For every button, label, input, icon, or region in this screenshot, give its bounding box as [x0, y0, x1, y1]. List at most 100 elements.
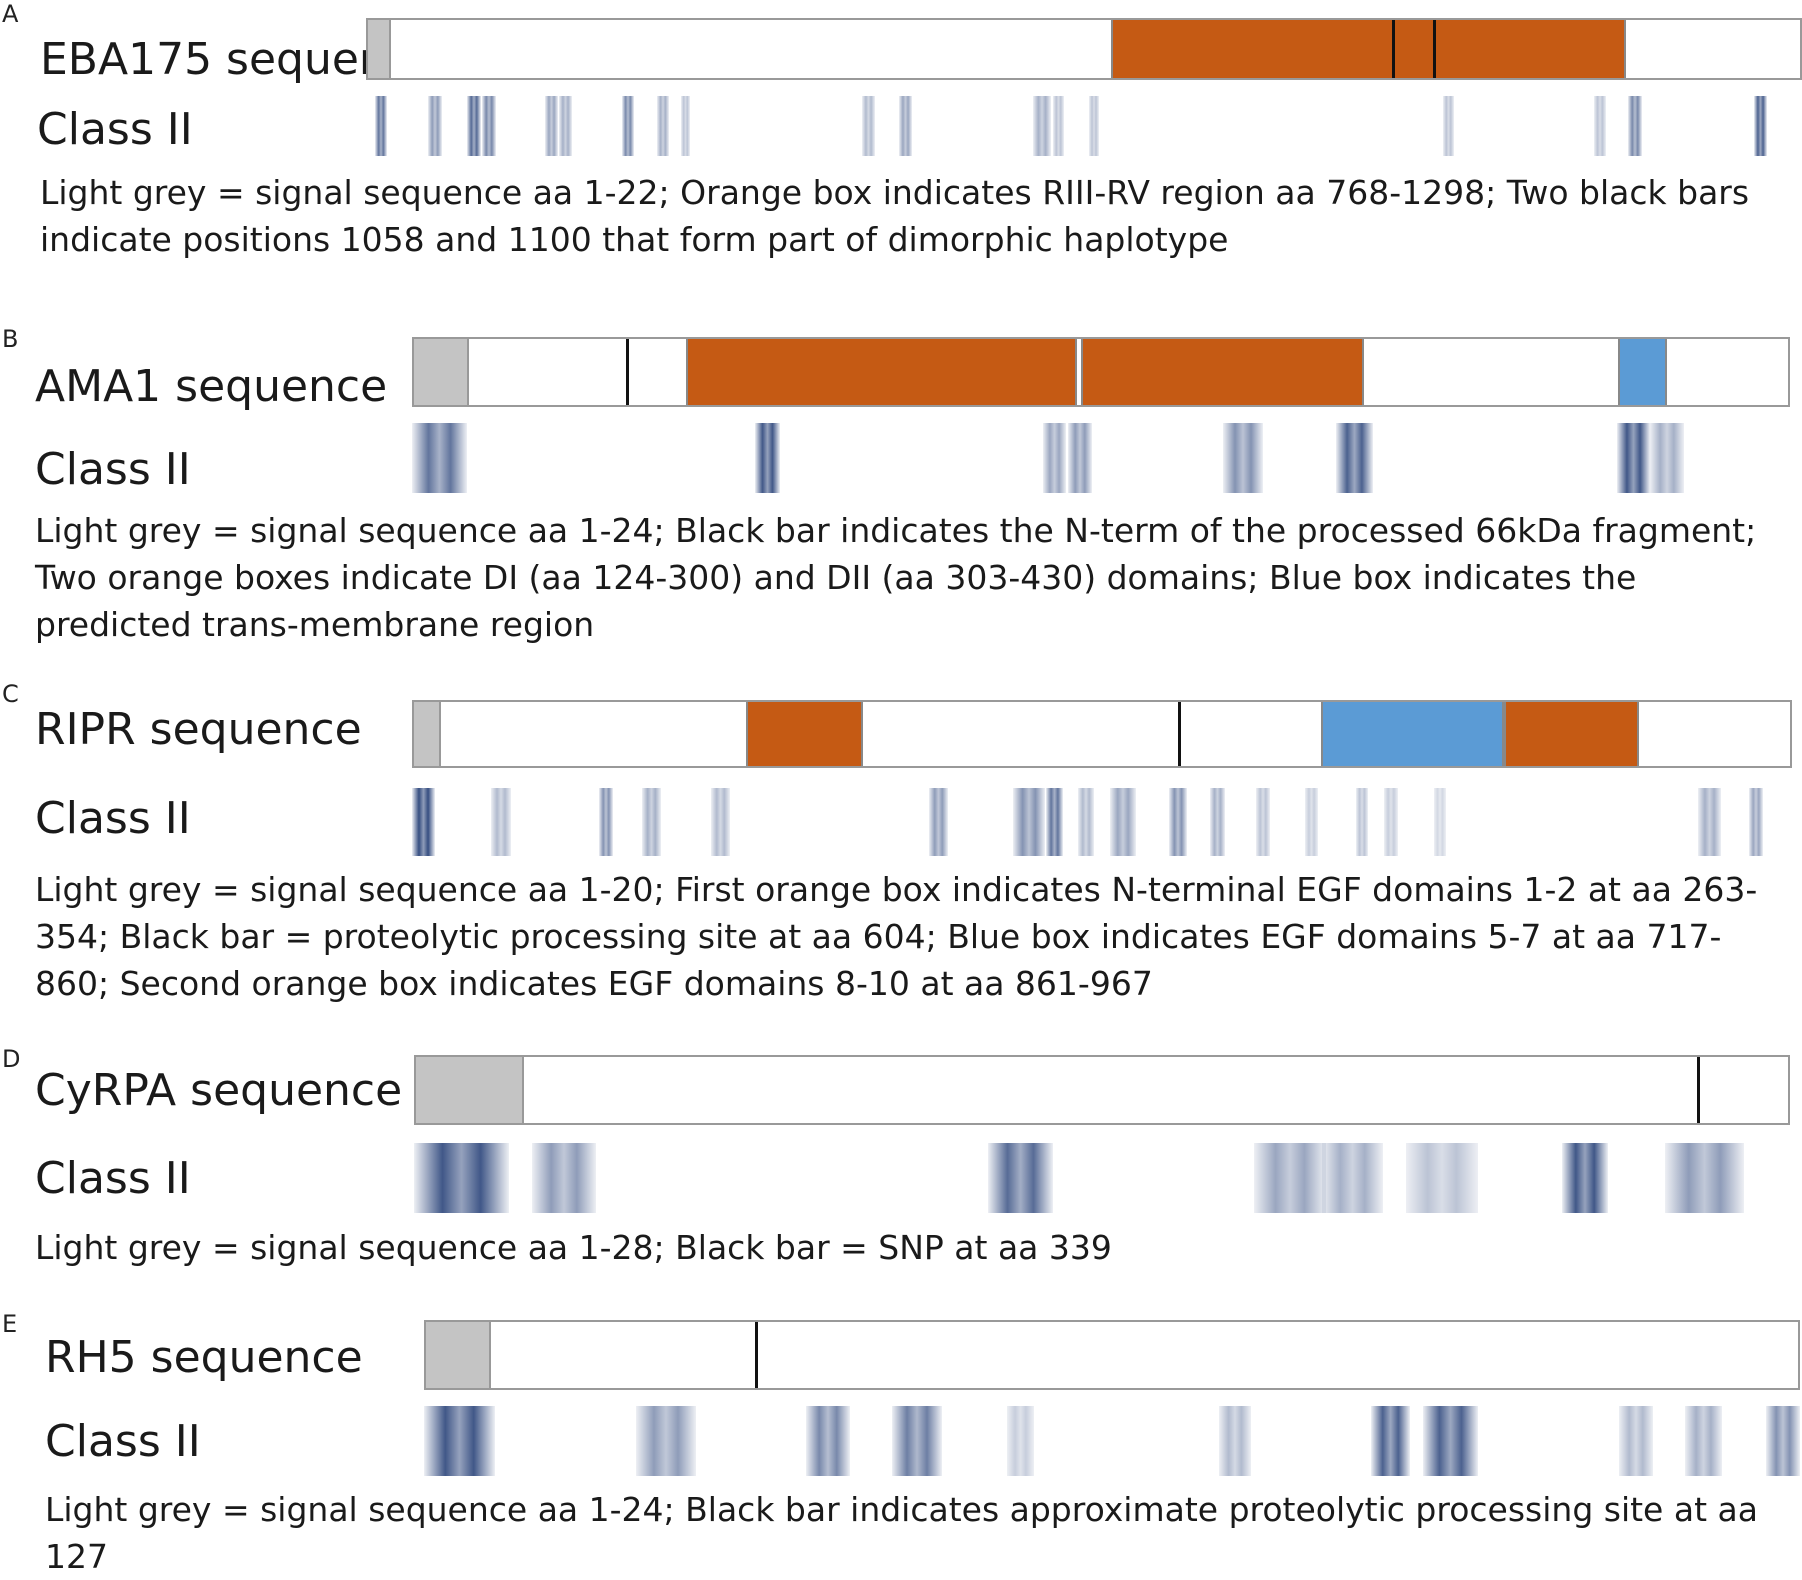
class-ii-epitope-strip [366, 96, 1802, 156]
panel-caption: Light grey = signal sequence aa 1-24; Bl… [35, 511, 1757, 644]
class-ii-epitope-band [1033, 96, 1051, 156]
class-ii-epitope-band [412, 788, 435, 856]
class-ii-epitope-band [424, 1406, 495, 1476]
black-bar-marker [626, 339, 630, 405]
class-ii-label: Class II [35, 444, 191, 495]
class-ii-epitope-band [1561, 1143, 1608, 1213]
class-ii-epitope-band [635, 1406, 697, 1476]
black-bar-marker [754, 1322, 758, 1388]
class-ii-epitope-band [1370, 1406, 1411, 1476]
class-ii-epitope-band [892, 1406, 942, 1476]
black-bar-marker [1178, 702, 1182, 766]
class-ii-epitope-band [1617, 423, 1651, 493]
class-ii-epitope-band [412, 423, 468, 493]
panel-caption: Light grey = signal sequence aa 1-20; Fi… [35, 870, 1758, 1003]
panel-label: C [2, 680, 19, 708]
class-ii-epitope-band [414, 1143, 510, 1213]
panel-label: B [2, 325, 19, 353]
class-ii-epitope-band [1356, 788, 1368, 856]
class-ii-epitope-band [1007, 1406, 1034, 1476]
class-ii-epitope-strip [414, 1143, 1790, 1213]
class-ii-epitope-band [710, 788, 730, 856]
black-bar-marker [1432, 20, 1436, 78]
orange-region-box [1081, 339, 1364, 405]
sequence-bar [412, 337, 1790, 407]
panel-caption: Light grey = signal sequence aa 1-28; Bl… [35, 1228, 1112, 1267]
class-ii-label: Class II [37, 104, 193, 155]
panel-caption: Light grey = signal sequence aa 1-24; Bl… [45, 1490, 1758, 1576]
class-ii-epitope-band [805, 1406, 851, 1476]
class-ii-epitope-band [1684, 1406, 1722, 1476]
class-ii-epitope-band [598, 788, 613, 856]
panel-label: A [2, 0, 19, 28]
class-ii-epitope-band [1169, 788, 1188, 856]
sequence-title: CyRPA sequence [35, 1065, 403, 1116]
signal-sequence-region [416, 1057, 525, 1123]
orange-region-box [1111, 20, 1626, 78]
class-ii-epitope-band [1046, 788, 1063, 856]
class-ii-epitope-band [1433, 788, 1447, 856]
class-ii-epitope-strip [412, 788, 1792, 856]
sequence-bar [414, 1055, 1790, 1125]
class-ii-epitope-band [1406, 1143, 1479, 1213]
class-ii-epitope-band [755, 423, 780, 493]
panel-a: A EBA175 sequence Class II Light grey = … [0, 0, 1802, 290]
class-ii-epitope-band [1619, 1406, 1654, 1476]
class-ii-epitope-band [1423, 1406, 1479, 1476]
class-ii-epitope-band [490, 788, 512, 856]
class-ii-epitope-band [929, 788, 949, 856]
class-ii-epitope-band [1052, 96, 1064, 156]
blue-region-box [1321, 702, 1504, 766]
class-ii-epitope-band [1748, 788, 1763, 856]
class-ii-epitope-band [1254, 1143, 1327, 1213]
class-ii-epitope-band [1088, 96, 1099, 156]
panel-c: C RIPR sequence Class II Light grey = si… [0, 680, 1802, 1010]
class-ii-epitope-band [544, 96, 559, 156]
class-ii-epitope-strip [412, 423, 1790, 493]
class-ii-epitope-band [1628, 96, 1642, 156]
class-ii-epitope-band [1109, 788, 1137, 856]
class-ii-epitope-band [1077, 788, 1095, 856]
class-ii-epitope-band [1305, 788, 1319, 856]
class-ii-epitope-band [1210, 788, 1226, 856]
sequence-bar [366, 18, 1802, 80]
class-ii-epitope-band [374, 96, 388, 156]
black-bar-marker [1697, 1057, 1701, 1123]
class-ii-epitope-band [1335, 423, 1374, 493]
class-ii-epitope-band [1594, 96, 1606, 156]
class-ii-epitope-band [680, 96, 691, 156]
class-ii-epitope-band [899, 96, 913, 156]
class-ii-epitope-band [1697, 788, 1721, 856]
class-ii-epitope-band [656, 96, 670, 156]
class-ii-epitope-band [1043, 423, 1066, 493]
panel-label: E [2, 1310, 18, 1338]
class-ii-epitope-band [1754, 96, 1768, 156]
class-ii-epitope-band [1067, 423, 1093, 493]
class-ii-epitope-band [987, 1143, 1053, 1213]
class-ii-epitope-band [559, 96, 572, 156]
class-ii-label: Class II [45, 1416, 201, 1467]
class-ii-epitope-band [1322, 1143, 1384, 1213]
class-ii-epitope-band [642, 788, 662, 856]
class-ii-epitope-band [1219, 1406, 1251, 1476]
signal-sequence-region [368, 20, 392, 78]
orange-region-box [685, 339, 1077, 405]
sequence-bar [424, 1320, 1800, 1390]
class-ii-epitope-band [1664, 1143, 1745, 1213]
class-ii-epitope-band [428, 96, 442, 156]
class-ii-epitope-band [531, 1143, 597, 1213]
class-ii-epitope-band [1222, 423, 1263, 493]
sequence-title: RIPR sequence [35, 704, 362, 755]
orange-region-box [745, 702, 863, 766]
class-ii-epitope-band [1384, 788, 1399, 856]
class-ii-epitope-band [1013, 788, 1045, 856]
class-ii-label: Class II [35, 793, 191, 844]
class-ii-epitope-band [1255, 788, 1270, 856]
signal-sequence-region [426, 1322, 491, 1388]
sequence-title: AMA1 sequence [35, 361, 388, 412]
sequence-title: RH5 sequence [45, 1332, 363, 1383]
class-ii-epitope-band [467, 96, 481, 156]
class-ii-epitope-band [1650, 423, 1684, 493]
black-bar-marker [1392, 20, 1396, 78]
class-ii-epitope-band [1765, 1406, 1800, 1476]
